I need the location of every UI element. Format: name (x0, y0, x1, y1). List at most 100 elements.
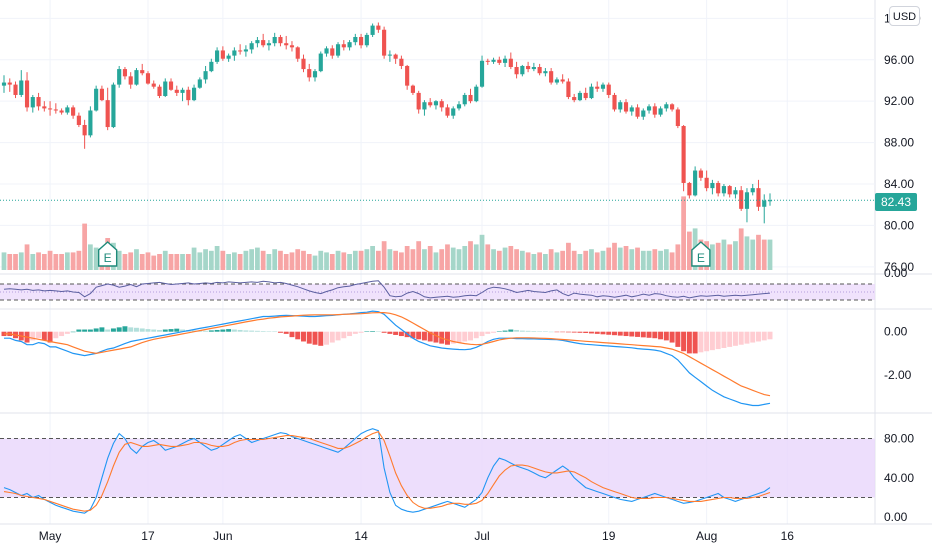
candle-body (704, 177, 709, 189)
candle-body (612, 94, 617, 110)
candle-body (1, 82, 7, 86)
histogram-bar (468, 331, 473, 341)
x-tick-label: 17 (141, 529, 155, 543)
candle-body (353, 36, 358, 43)
histogram-bar (531, 331, 537, 332)
candle-body (266, 43, 272, 46)
histogram-bar (548, 331, 554, 333)
candle-body (94, 88, 99, 111)
histogram-bar (324, 331, 330, 345)
histogram-bar (243, 330, 249, 332)
volume-bar (260, 250, 266, 270)
candle-body (318, 53, 323, 72)
histogram-bar (93, 328, 99, 332)
candle-body (693, 170, 698, 196)
oscillator3-band (0, 438, 875, 498)
histogram-bar (421, 331, 427, 341)
candle-body (566, 81, 571, 98)
histogram-bar (617, 331, 623, 336)
volume-bar (88, 244, 93, 270)
volume-bar (606, 247, 612, 270)
volume-bar (445, 244, 450, 270)
volume-bar (663, 249, 669, 270)
volume-bar (393, 250, 399, 270)
candle-body (433, 101, 439, 106)
histogram-bar (583, 331, 589, 334)
volume-bar (185, 254, 191, 270)
price-tick-label: 88.00 (884, 136, 914, 150)
volume-bar (646, 250, 652, 270)
candle-body (163, 81, 168, 96)
histogram-bar (36, 331, 42, 339)
candle-body (652, 106, 657, 115)
histogram-bar (444, 331, 450, 345)
candle-body (30, 97, 35, 108)
candle-body (520, 65, 525, 75)
candle-body (186, 89, 191, 101)
histogram-bar (329, 331, 335, 343)
histogram-bar (266, 331, 272, 332)
histogram-bar (254, 330, 260, 332)
volume-bar (208, 250, 214, 270)
candle-body (405, 65, 410, 86)
earnings-label: E (697, 251, 705, 265)
candle-body (687, 182, 692, 196)
price-tick-label: 92.00 (884, 94, 914, 108)
candle-body (762, 200, 767, 207)
volume-bars (1, 196, 773, 270)
histogram-bar (721, 331, 727, 348)
histogram-bar (260, 331, 266, 332)
volume-bar (174, 254, 180, 270)
histogram-bar (416, 331, 422, 340)
histogram-bar (122, 326, 128, 332)
histogram-bar (669, 331, 675, 343)
volume-bar (686, 231, 692, 270)
currency-badge[interactable]: USD (889, 6, 920, 26)
histogram-bar (681, 331, 687, 352)
volume-bar (157, 254, 162, 270)
histogram-bar (174, 328, 180, 332)
volume-bar (243, 250, 249, 270)
candle-body (531, 67, 536, 70)
histogram-bar (277, 331, 283, 333)
volume-bar (341, 252, 347, 270)
candle-body (641, 110, 646, 117)
volume-bar (738, 228, 744, 270)
candle-body (289, 45, 295, 48)
candle-body (59, 110, 64, 113)
oscillator3-tick-label: 40.00 (884, 471, 914, 485)
candle-body (312, 71, 318, 78)
candle-body (203, 71, 208, 80)
volume-bar (427, 246, 433, 270)
histogram-bar (588, 331, 594, 334)
candle-body (215, 50, 220, 62)
oscillator1-tick-label: 0.00 (884, 266, 908, 280)
volume-bar (410, 249, 416, 270)
histogram-bar (41, 331, 47, 341)
volume-bar (30, 254, 36, 270)
candle-body (226, 55, 231, 59)
histogram-bar (635, 331, 641, 337)
histogram-bar (191, 330, 197, 332)
candle-body (261, 40, 266, 46)
candle-body (105, 100, 110, 128)
histogram-bar (496, 331, 502, 332)
volume-bar (761, 239, 767, 270)
histogram-bar (709, 331, 715, 351)
histogram-bar (744, 331, 750, 344)
histogram-bar (82, 329, 88, 332)
volume-bar (617, 247, 623, 270)
volume-bar (301, 250, 306, 270)
candle-body (65, 107, 70, 113)
candle-body (681, 126, 686, 183)
candle-body (416, 92, 421, 110)
histogram-bar (756, 331, 761, 342)
volume-bar (623, 246, 629, 270)
candle-body (128, 76, 133, 85)
histogram-bar (76, 329, 82, 332)
histogram-bar (220, 329, 226, 332)
candle-body (439, 101, 444, 108)
candle-body (445, 107, 450, 116)
candle-body (71, 107, 76, 116)
